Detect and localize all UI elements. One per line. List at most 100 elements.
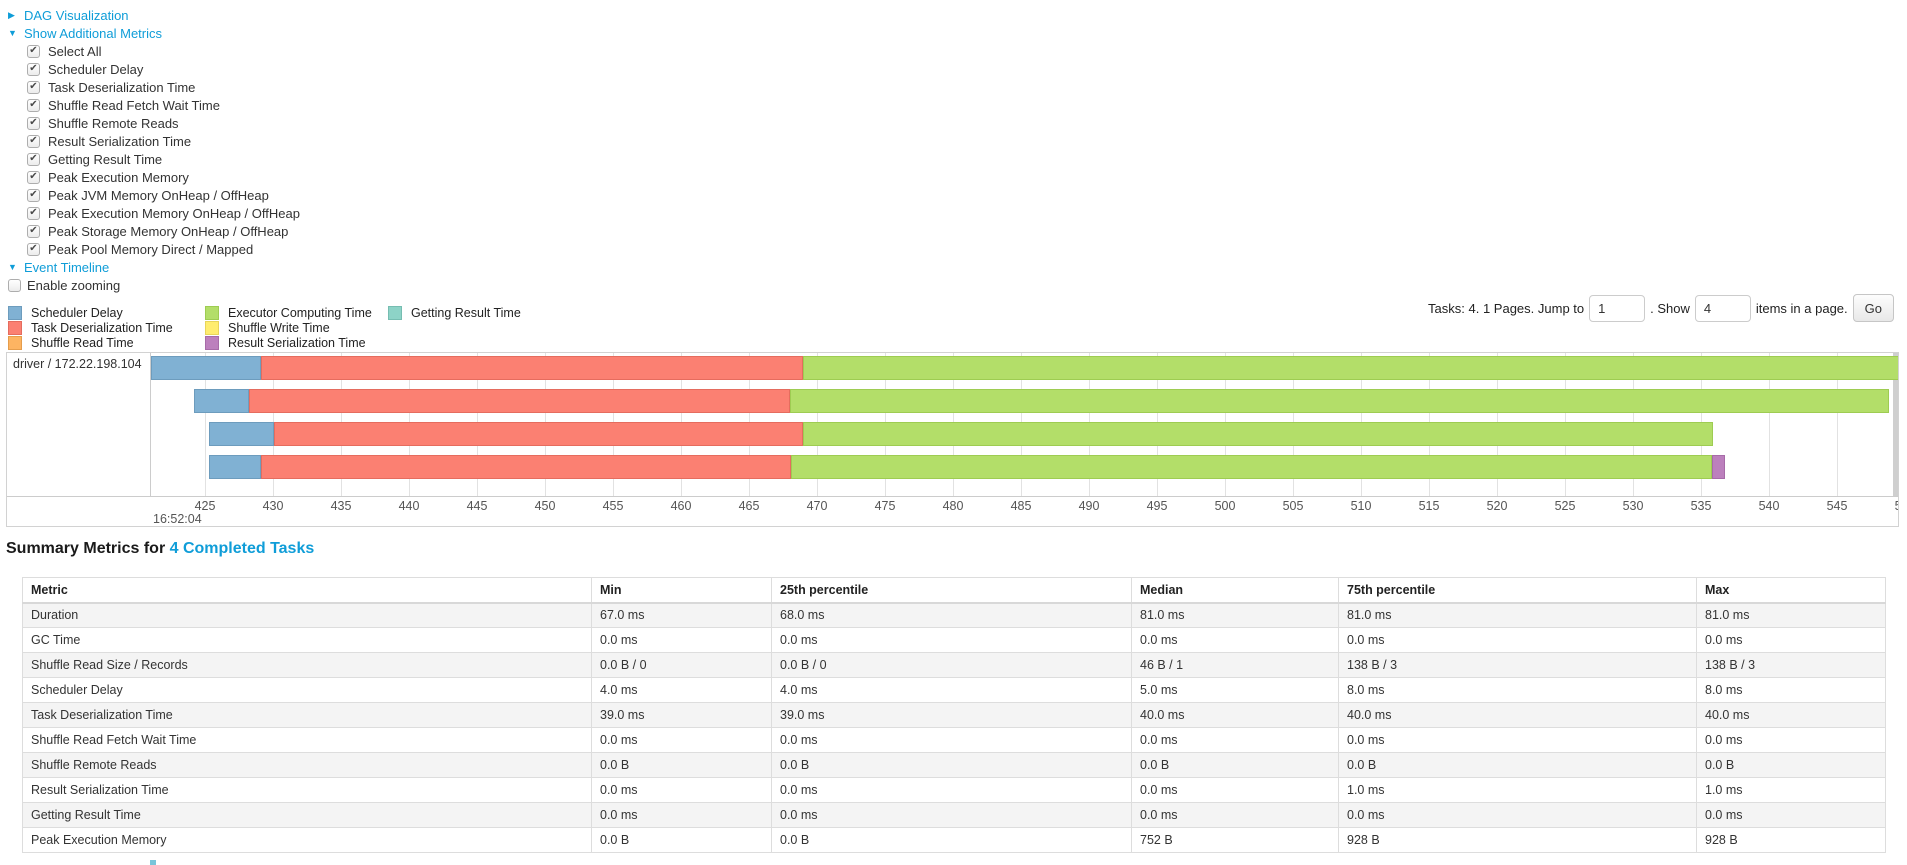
- task-bar-segment-scheduler_delay: [209, 422, 275, 446]
- metric-value-cell: 0.0 ms: [1131, 627, 1339, 653]
- metric-checkbox-select-all[interactable]: ✔: [27, 44, 40, 58]
- show-additional-metrics-toggle[interactable]: ▼ Show Additional Metrics: [8, 24, 300, 42]
- metric-value-cell: 928 B: [1696, 827, 1886, 853]
- task-bar-segment-task_deserialization: [260, 356, 804, 380]
- next-section-clipped-sliver: [150, 860, 156, 865]
- axis-tick-label: 510: [1350, 499, 1372, 513]
- legend-column: Executor Computing Time Shuffle Write Tim…: [205, 306, 388, 351]
- metric-checkbox-getting-result-time[interactable]: ✔: [27, 152, 40, 166]
- task-bar-segment-scheduler_delay: [209, 455, 261, 479]
- items-per-page-input[interactable]: [1694, 294, 1751, 322]
- legend-label: Scheduler Delay: [31, 306, 123, 320]
- task-bar-segment-scheduler_delay: [194, 389, 249, 413]
- metric-value-cell: 0.0 B: [771, 752, 1132, 778]
- legend-swatch-shuffle-write-time: [205, 321, 219, 335]
- axis-tick-label: 540: [1758, 499, 1780, 513]
- column-header-75th-percentile: 75th percentile: [1338, 577, 1697, 604]
- metric-value-cell: 0.0 ms: [1131, 727, 1339, 753]
- metric-checkbox-shuffle-remote-reads[interactable]: ✔: [27, 116, 40, 130]
- metric-row-shuffle-read-fetch-wait-time: ✔ Shuffle Read Fetch Wait Time: [27, 96, 300, 114]
- metric-value-cell: 752 B: [1131, 827, 1339, 853]
- metric-value-cell: 0.0 ms: [771, 727, 1132, 753]
- enable-zooming-checkbox[interactable]: [8, 278, 21, 292]
- task-bar-segment-result_serialization: [1711, 455, 1726, 479]
- summary-title-prefix: Summary Metrics for: [6, 540, 170, 557]
- metric-value-cell: 39.0 ms: [771, 702, 1132, 728]
- dag-visualization-label: DAG Visualization: [24, 7, 129, 23]
- metric-checkbox-peak-jvm-memory-onheap-offheap[interactable]: ✔: [27, 188, 40, 202]
- metric-name-cell: Task Deserialization Time: [22, 702, 592, 728]
- expanded-arrow-icon: ▼: [8, 28, 17, 38]
- metric-value-cell: 0.0 ms: [591, 802, 772, 828]
- column-header-median: Median: [1131, 577, 1339, 604]
- metric-row-peak-storage-memory-onheap-offheap: ✔ Peak Storage Memory OnHeap / OffHeap: [27, 222, 300, 240]
- metric-value-cell: 0.0 ms: [591, 627, 772, 653]
- metric-value-cell: 0.0 ms: [591, 777, 772, 803]
- metric-value-cell: 81.0 ms: [1131, 602, 1339, 628]
- event-timeline-chart: driver / 172.22.198.104 16:52:04 425 430 4…: [6, 352, 1899, 527]
- metric-value-cell: 0.0 B: [1696, 752, 1886, 778]
- metric-checkbox-result-serialization-time[interactable]: ✔: [27, 134, 40, 148]
- metric-value-cell: 81.0 ms: [1338, 602, 1697, 628]
- axis-tick-label: 445: [466, 499, 488, 513]
- metric-checkbox-peak-pool-memory-direct-mapped[interactable]: ✔: [27, 242, 40, 256]
- metric-value-cell: 0.0 ms: [1696, 727, 1886, 753]
- axis-tick-label: 530: [1622, 499, 1644, 513]
- metric-name-cell: Peak Execution Memory: [22, 827, 592, 853]
- metric-checkbox-label: Peak Pool Memory Direct / Mapped: [48, 241, 254, 257]
- metric-checkbox-label: Peak Storage Memory OnHeap / OffHeap: [48, 223, 289, 239]
- task-bar-segment-executor_computing: [803, 422, 1714, 446]
- metric-value-cell: 0.0 ms: [771, 627, 1132, 653]
- metric-checkbox-peak-execution-memory[interactable]: ✔: [27, 170, 40, 184]
- metric-value-cell: 8.0 ms: [1696, 677, 1886, 703]
- completed-tasks-link[interactable]: 4 Completed Tasks: [169, 540, 315, 557]
- legend-item-shuffle-write-time: Shuffle Write Time: [205, 321, 388, 335]
- legend-swatch-scheduler-delay: [8, 306, 22, 320]
- metric-value-cell: 0.0 ms: [771, 777, 1132, 803]
- table-header-row: Metric Min 25th percentile Median 75th perce…: [22, 577, 1886, 604]
- axis-tick-label: 435: [330, 499, 352, 513]
- metric-value-cell: 138 B / 3: [1696, 652, 1886, 678]
- metric-value-cell: 0.0 ms: [591, 727, 772, 753]
- metric-value-cell: 67.0 ms: [591, 602, 772, 628]
- metric-checkbox-peak-execution-memory-onheap-offheap[interactable]: ✔: [27, 206, 40, 220]
- metric-row-getting-result-time: ✔ Getting Result Time: [27, 150, 300, 168]
- metric-value-cell: 0.0 ms: [1131, 802, 1339, 828]
- metric-value-cell: 68.0 ms: [771, 602, 1132, 628]
- axis-tick-label: 490: [1078, 499, 1100, 513]
- axis-gridline: [1837, 353, 1838, 496]
- metric-value-cell: 0.0 ms: [1696, 627, 1886, 653]
- legend-swatch-shuffle-read-time: [8, 336, 22, 350]
- legend-swatch-result-serialization-time: [205, 336, 219, 350]
- metric-name-cell: GC Time: [22, 627, 592, 653]
- metric-value-cell: 8.0 ms: [1338, 677, 1697, 703]
- axis-tick-label: 470: [806, 499, 828, 513]
- task-pagination: Tasks: 4. 1 Pages. Jump to . Show items …: [1428, 294, 1894, 322]
- metric-checkbox-peak-storage-memory-onheap-offheap[interactable]: ✔: [27, 224, 40, 238]
- metric-value-cell: 0.0 ms: [771, 802, 1132, 828]
- summary-metrics-table: Metric Min 25th percentile Median 75th perce…: [22, 577, 1886, 853]
- jump-to-page-input[interactable]: [1589, 294, 1646, 322]
- dag-visualization-toggle[interactable]: ▶ DAG Visualization: [8, 6, 300, 24]
- axis-tick-label: 520: [1486, 499, 1508, 513]
- metric-value-cell: 5.0 ms: [1131, 677, 1339, 703]
- metric-value-cell: 0.0 ms: [1696, 802, 1886, 828]
- metric-value-cell: 0.0 ms: [1338, 727, 1697, 753]
- metric-value-cell: 1.0 ms: [1338, 777, 1697, 803]
- metric-checkbox-scheduler-delay[interactable]: ✔: [27, 62, 40, 76]
- metric-checkbox-task-deserialization-time[interactable]: ✔: [27, 80, 40, 94]
- metric-value-cell: 1.0 ms: [1696, 777, 1886, 803]
- go-button[interactable]: Go: [1852, 294, 1894, 322]
- task-bar-segment-task_deserialization: [260, 455, 792, 479]
- metric-row-select-all: ✔ Select All: [27, 42, 300, 60]
- axis-tick-label: 550: [1895, 499, 1898, 513]
- legend-item-executor-computing-time: Executor Computing Time: [205, 306, 388, 320]
- axis-gridline: [1769, 353, 1770, 496]
- column-header-min: Min: [591, 577, 772, 604]
- metric-checkbox-shuffle-read-fetch-wait-time[interactable]: ✔: [27, 98, 40, 112]
- metric-name-cell: Shuffle Read Size / Records: [22, 652, 592, 678]
- metric-value-cell: 40.0 ms: [1696, 702, 1886, 728]
- event-timeline-toggle[interactable]: ▼ Event Timeline: [8, 258, 300, 276]
- metric-value-cell: 138 B / 3: [1338, 652, 1697, 678]
- timeline-vertical-scrollbar[interactable]: [1893, 353, 1898, 496]
